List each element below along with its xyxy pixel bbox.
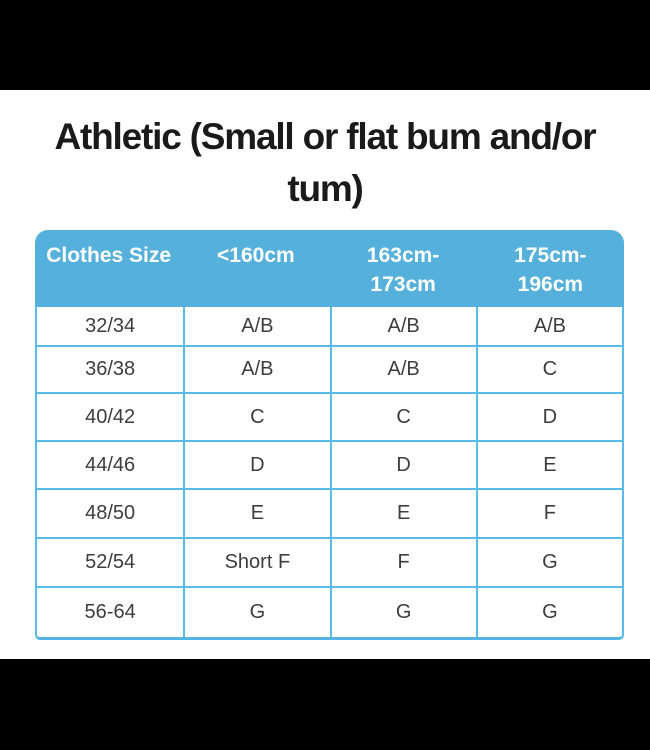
column-header-line: 173cm [370, 273, 436, 296]
cup-cell: E [183, 490, 329, 537]
cup-cell: F [329, 539, 476, 586]
column-header-line: 196cm [517, 273, 584, 296]
cup-cell: C [329, 394, 476, 440]
size-chart-panel: Athletic (Small or flat bum and/or tum) … [0, 90, 650, 659]
cup-cell: D [475, 394, 622, 440]
cup-cell: G [183, 588, 329, 637]
table-row: 48/50 E E F [37, 488, 622, 537]
cup-cell: A/B [329, 347, 476, 392]
column-header-line: 175cm- [514, 244, 587, 267]
size-cell: 52/54 [85, 551, 136, 573]
cup-cell: F [475, 490, 622, 537]
column-header-line: Clothes Size [46, 244, 172, 267]
column-header-line: <160cm [217, 244, 295, 267]
cup-cell: C [183, 394, 329, 440]
title-line-1: Athletic (Small or flat bum and/or [54, 116, 597, 157]
size-cell: 40/42 [85, 405, 136, 428]
size-cell: 36/38 [85, 358, 136, 380]
top-letterbox [0, 0, 650, 90]
cup-cell: D [183, 442, 329, 488]
table-row: 52/54 Short F F G [37, 537, 622, 586]
cup-cell: A/B [183, 347, 329, 392]
cup-cell: E [329, 490, 476, 537]
cup-cell: C [475, 347, 622, 392]
size-cell: 48/50 [85, 502, 136, 524]
page-title: Athletic (Small or flat bum and/or tum) [0, 90, 650, 215]
table-row: 56-64 G G G [37, 586, 622, 637]
cup-cell: Short F [183, 539, 329, 586]
cup-cell: G [329, 588, 476, 637]
size-cell: 44/46 [85, 453, 136, 476]
column-header-175-196cm: 175cm- 196cm [477, 230, 624, 307]
table-row: 44/46 D D E [37, 440, 622, 488]
bottom-letterbox [0, 659, 650, 750]
title-line-2: tum) [287, 168, 364, 209]
table-header-row: Clothes Size <160cm 163cm- 173cm 175cm- … [35, 230, 624, 307]
table-row: 36/38 A/B A/B C [37, 345, 622, 392]
cup-cell: A/B [329, 307, 476, 345]
cup-cell: A/B [475, 307, 622, 345]
cup-cell: A/B [183, 307, 329, 345]
cup-cell: G [475, 539, 622, 586]
column-header-clothes-size: Clothes Size [35, 230, 182, 307]
table-row: 40/42 C C D [37, 392, 622, 440]
column-header-163-173cm: 163cm- 173cm [330, 230, 477, 307]
size-table: Clothes Size <160cm 163cm- 173cm 175cm- … [35, 230, 624, 640]
cup-cell: E [475, 442, 622, 488]
table-row: 32/34 A/B A/B A/B [37, 307, 622, 345]
column-header-under-160cm: <160cm [182, 230, 329, 307]
column-header-line: 163cm- [366, 244, 440, 267]
cup-cell: D [329, 442, 476, 488]
table-body: 32/34 A/B A/B A/B 36/38 A/B A/B C 40/42 … [35, 307, 624, 640]
size-cell: 56-64 [84, 601, 136, 623]
size-cell: 32/34 [85, 314, 136, 337]
cup-cell: G [475, 588, 622, 637]
